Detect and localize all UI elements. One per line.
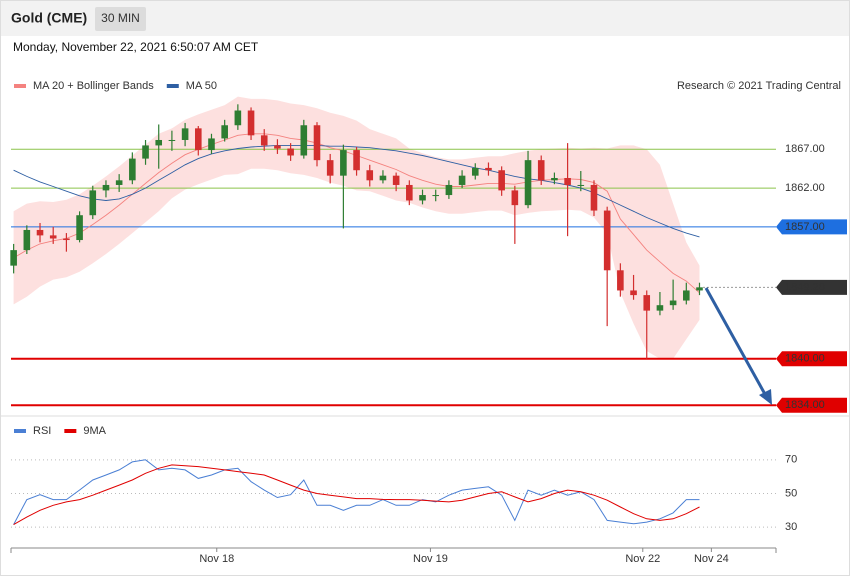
candle-body [247, 110, 255, 136]
candle-body [643, 295, 651, 311]
y-tick-label: 70 [785, 454, 797, 466]
legend-swatch [14, 429, 26, 433]
level-label: 1862.00 [785, 182, 825, 194]
legend-label: 9MA [83, 425, 106, 437]
timeframe-box [95, 7, 146, 31]
candle-body [498, 170, 505, 191]
legend-label: MA 20 + Bollinger Bands [33, 80, 154, 92]
legend-label: RSI [33, 425, 51, 437]
candle-body [379, 175, 387, 181]
candle-body [274, 145, 281, 149]
candle-body [340, 150, 347, 176]
forecast-arrowhead [759, 389, 772, 405]
candle-body [564, 177, 571, 185]
credit: Research © 2021 Trading Central [677, 80, 841, 92]
candle-body [406, 184, 413, 201]
candle-body [656, 305, 664, 311]
candle-body [458, 175, 466, 185]
level-label: 1834.00 [785, 399, 825, 411]
legend-swatch [64, 429, 77, 433]
candle-body [353, 150, 360, 171]
candle-body [696, 287, 703, 291]
candle-body [683, 290, 690, 301]
series-line [13, 464, 700, 526]
price-panel: 1867.00 1862.00 1857.00 1849.20 1840.00 1834.… [10, 80, 847, 413]
candle-body [102, 184, 110, 191]
level-label: 1867.00 [785, 143, 825, 155]
y-tick-label: 50 [785, 487, 797, 499]
candle-body [221, 125, 228, 139]
candle-body [36, 229, 44, 236]
candle-body [194, 128, 202, 151]
candle-body [115, 180, 123, 185]
legend-swatch [166, 84, 179, 88]
candle-body [590, 184, 598, 211]
candle-body [485, 167, 492, 171]
candle-body [49, 235, 57, 239]
candle-body [181, 128, 189, 140]
x-tick-label: Nov 22 [625, 553, 660, 565]
candle-body [63, 238, 70, 241]
candle-body [76, 215, 83, 241]
level-label-box [776, 219, 847, 235]
candle-body [537, 160, 545, 181]
candle-body [260, 135, 268, 146]
candle-body [89, 190, 97, 216]
chart-title: Gold (CME) [11, 10, 87, 26]
candle-body [313, 125, 321, 161]
candle-body [326, 160, 334, 176]
candle-body [300, 125, 308, 156]
candle-body [142, 145, 149, 159]
candle-body [524, 160, 532, 206]
candle-body [208, 138, 215, 151]
candle-body [155, 139, 163, 146]
level-label: 1849.20 [785, 281, 825, 293]
forecast-arrow [704, 287, 768, 397]
y-tick-label: 30 [785, 521, 797, 533]
candle-body [168, 139, 176, 141]
candle-body [23, 229, 31, 251]
candle-body [669, 300, 677, 306]
level-label: 1840.00 [785, 353, 825, 365]
candle-body [617, 270, 624, 291]
candle-body [630, 290, 637, 296]
x-tick-label: Nov 19 [413, 553, 448, 565]
candle-body [432, 195, 440, 197]
candle-body [551, 177, 558, 181]
candle-body [287, 148, 294, 156]
candle-body [577, 184, 585, 186]
candle-body [392, 175, 400, 185]
timeframe: 30 MIN [101, 11, 140, 25]
rsi-panel: 30 50 70 Nov 18 Nov 19 Nov 22 Nov 24 RSI 9MA [10, 425, 797, 565]
candle-body [234, 110, 242, 126]
candle-body [10, 250, 17, 266]
level-label-box [776, 397, 847, 413]
candle-body [471, 167, 479, 176]
x-tick-label: Nov 18 [199, 553, 234, 565]
level-label-box [776, 279, 847, 295]
series-line [13, 459, 700, 525]
candle-body [419, 195, 426, 201]
candle-body [366, 170, 374, 181]
candle-body [511, 190, 519, 206]
legend-label: MA 50 [186, 80, 217, 92]
x-tick-label: Nov 24 [694, 553, 729, 565]
level-label-box [776, 351, 847, 367]
candle-body [129, 158, 136, 181]
level-label: 1857.00 [785, 221, 825, 233]
candle-body [445, 184, 453, 196]
legend-swatch [14, 84, 26, 88]
timestamp: Monday, November 22, 2021 6:50:07 AM CET [13, 40, 259, 54]
candle-body [603, 210, 611, 271]
